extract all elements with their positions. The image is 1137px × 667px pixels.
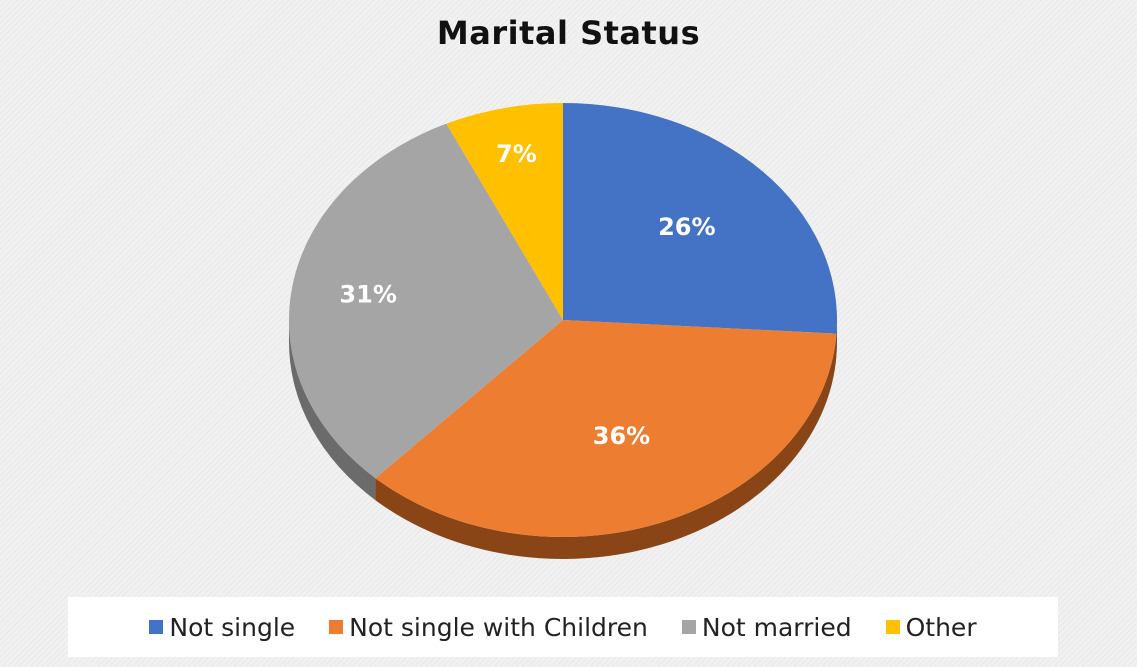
pie-slice-not-single (563, 103, 838, 334)
legend-swatch (149, 620, 164, 634)
data-label-not-single: 26% (658, 213, 715, 241)
pie-side-not-single (836, 320, 837, 356)
pie-side-not-single-with-children (375, 333, 837, 560)
legend-item-not-married: Not married (681, 612, 852, 642)
pie-slice-other (446, 103, 563, 320)
legend-item-other: Other (885, 612, 977, 642)
legend-label: Not single with Children (349, 612, 648, 642)
chart-title: Marital Status (436, 14, 701, 52)
legend: Not single Not single with Children Not … (68, 597, 1058, 657)
legend-swatch (329, 620, 344, 634)
legend-label: Other (905, 612, 977, 642)
pie-chart: 26% 36% 31% 7% (288, 103, 838, 560)
legend-item-not-single-with-children: Not single with Children (329, 613, 648, 642)
data-label-not-single-with-children: 36% (593, 422, 650, 450)
pie-slice-not-married (288, 123, 563, 479)
legend-swatch (681, 620, 696, 634)
legend-label: Not married (701, 612, 852, 642)
legend-label: Not single (169, 612, 296, 642)
legend-item-not-single: Not single (149, 613, 295, 642)
pie-slice-not-single-with-children (375, 320, 837, 538)
data-label-not-married: 31% (339, 281, 396, 309)
pie-side-not-married (288, 320, 376, 501)
legend-swatch (885, 620, 900, 634)
data-label-other: 7% (496, 140, 537, 168)
